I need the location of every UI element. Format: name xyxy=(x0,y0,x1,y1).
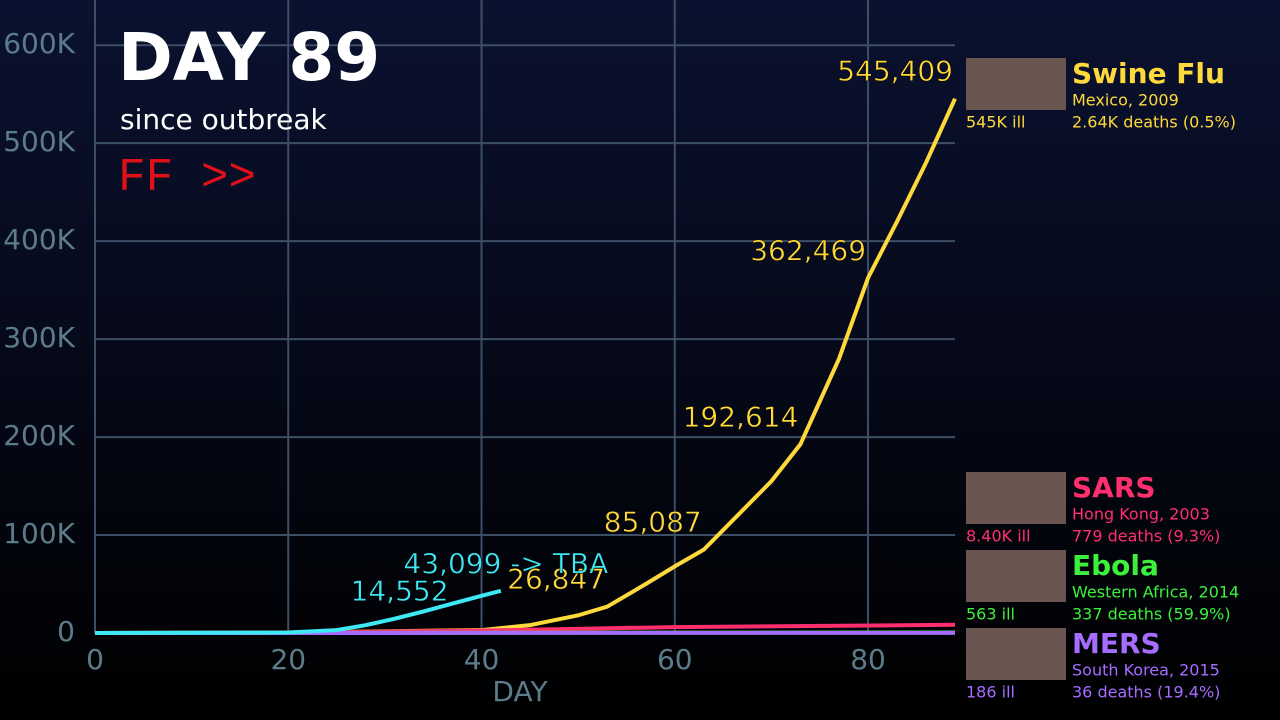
data-label: 14,552 xyxy=(351,575,449,608)
legend-place: Mexico, 2009 xyxy=(1072,91,1179,110)
legend-name: Swine Flu xyxy=(1072,57,1225,90)
legend-deaths: 2.64K deaths (0.5%) xyxy=(1072,113,1236,132)
data-label: 362,469 xyxy=(750,234,866,267)
legend-place: Hong Kong, 2003 xyxy=(1072,505,1210,524)
thumbnail xyxy=(966,550,1066,602)
legend-name: SARS xyxy=(1072,471,1156,504)
x-tick-label: 40 xyxy=(464,643,500,676)
legend-place: South Korea, 2015 xyxy=(1072,661,1220,680)
thumbnail xyxy=(966,472,1066,524)
data-label: 43,099 -> TBA xyxy=(403,547,608,580)
data-label: 85,087 xyxy=(604,506,702,539)
x-tick-label: 20 xyxy=(270,643,306,676)
legend-name: MERS xyxy=(1072,627,1161,660)
legend-ill: 8.40K ill xyxy=(966,527,1031,546)
legend-ill: 545K ill xyxy=(966,113,1025,132)
x-axis-label: DAY xyxy=(492,675,548,708)
legend-deaths: 337 deaths (59.9%) xyxy=(1072,605,1231,624)
series-line xyxy=(94,588,502,635)
x-tick-label: 0 xyxy=(86,643,104,676)
thumbnail xyxy=(966,58,1066,110)
data-label: 26,847 xyxy=(507,563,605,596)
x-tick-label: 80 xyxy=(850,643,886,676)
legend-name: Ebola xyxy=(1072,549,1159,582)
legend-deaths: 779 deaths (9.3%) xyxy=(1072,527,1220,546)
thumbnail xyxy=(966,628,1066,680)
legend-place: Western Africa, 2014 xyxy=(1072,583,1239,602)
legend-deaths: 36 deaths (19.4%) xyxy=(1072,683,1220,702)
subtitle: since outbreak xyxy=(120,103,328,136)
data-label: 545,409 xyxy=(837,55,953,88)
y-tick-label: 0 xyxy=(57,615,75,648)
speed-indicator: FF >> xyxy=(118,152,256,204)
legend-ill: 186 ill xyxy=(966,683,1015,702)
y-tick-label: 300K xyxy=(3,321,75,354)
y-tick-label: 500K xyxy=(3,125,75,158)
y-tick-label: 600K xyxy=(3,27,75,60)
x-tick-label: 60 xyxy=(657,643,693,676)
legend-ill: 563 ill xyxy=(966,605,1015,624)
y-tick-label: 200K xyxy=(3,419,75,452)
data-label: 192,614 xyxy=(683,400,799,433)
series-line xyxy=(94,97,957,635)
y-tick-label: 100K xyxy=(3,517,75,550)
day-title: DAY 89 xyxy=(118,19,380,96)
y-tick-label: 400K xyxy=(3,223,75,256)
